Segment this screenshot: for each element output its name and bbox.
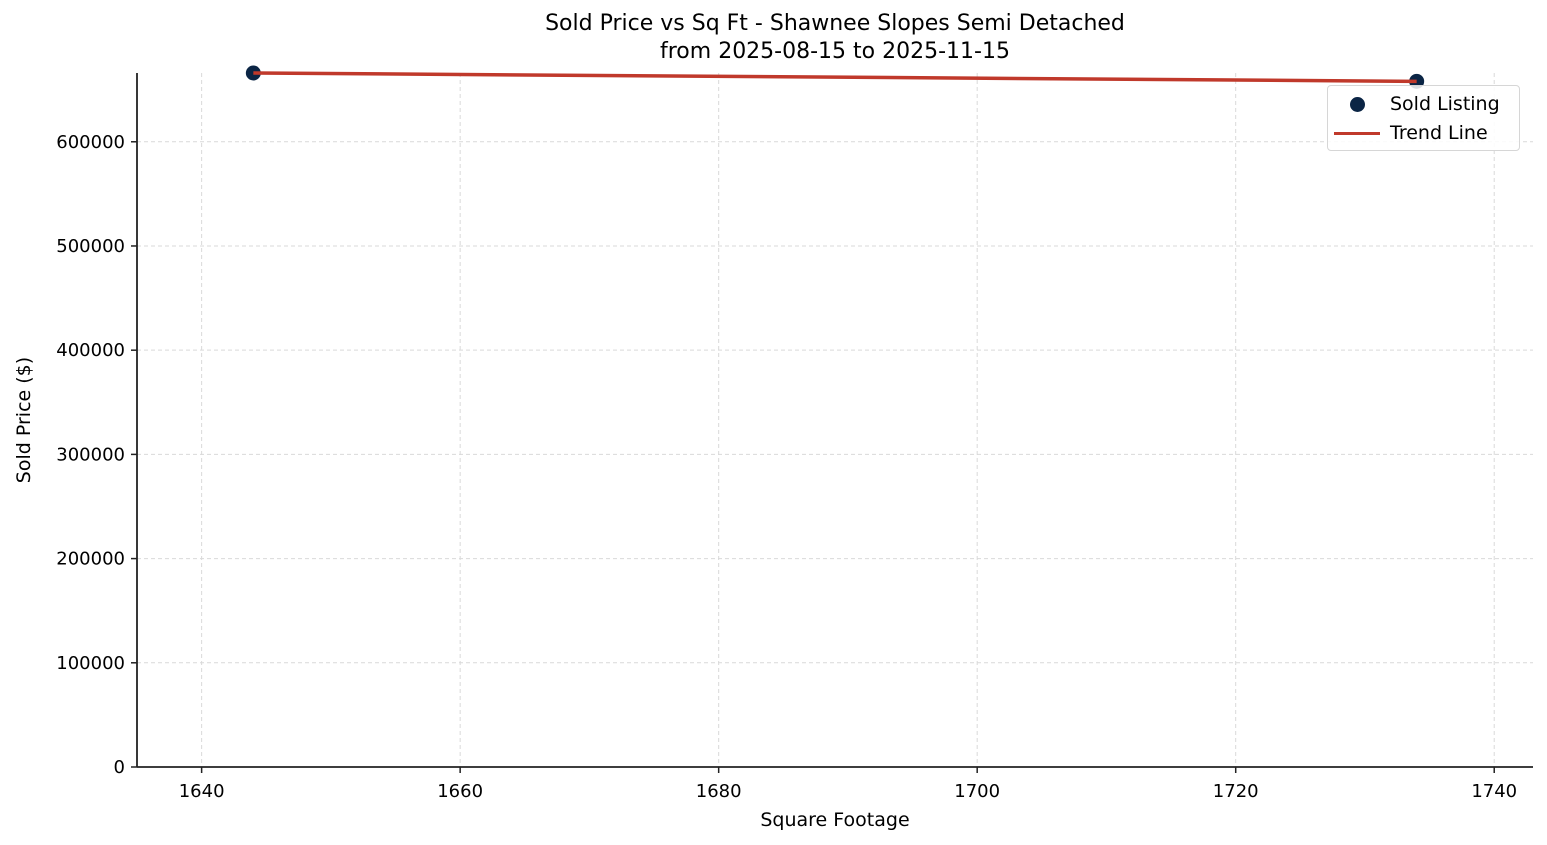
x-tick-label: 1680 — [696, 781, 742, 802]
y-tick-label: 200000 — [56, 549, 125, 570]
x-tick-label: 1700 — [954, 781, 1000, 802]
legend-label: Sold Listing — [1390, 93, 1500, 115]
y-tick-label: 500000 — [56, 236, 125, 257]
x-axis-label: Square Footage — [760, 809, 909, 831]
chart-title: Sold Price vs Sq Ft - Shawnee Slopes Sem… — [0, 10, 1547, 66]
legend-label: Trend Line — [1390, 122, 1488, 144]
trend-line — [253, 71, 1417, 84]
legend-item-sold-listing: Sold Listing — [1328, 89, 1519, 119]
chart-subtitle: from 2025-08-15 to 2025-11-15 — [660, 39, 1010, 64]
x-tick-label: 1740 — [1471, 781, 1517, 802]
y-tick-label: 0 — [114, 757, 125, 778]
x-tick-label: 1660 — [437, 781, 483, 802]
chart-title-main: Sold Price vs Sq Ft - Shawnee Slopes Sem… — [545, 11, 1125, 36]
x-tick-label: 1720 — [1213, 781, 1259, 802]
y-tick-label: 100000 — [56, 653, 125, 674]
y-tick-label: 400000 — [56, 340, 125, 361]
data-point — [245, 65, 261, 81]
y-tick-label: 600000 — [56, 132, 125, 153]
tick-labels: 1640 1660 1680 1700 1720 1740 0 100000 200000 300… — [56, 132, 1517, 802]
line-marker-icon — [1334, 132, 1380, 135]
circle-marker-icon — [1350, 97, 1365, 112]
y-tick-label: 300000 — [56, 444, 125, 465]
x-tick-label: 1640 — [179, 781, 225, 802]
grid-lines — [137, 73, 1533, 768]
legend-item-trend-line: Trend Line — [1328, 118, 1519, 148]
legend: Sold Listing Trend Line — [1327, 85, 1520, 151]
y-axis-label: Sold Price ($) — [13, 357, 35, 483]
data-series — [245, 65, 1425, 89]
axes — [131, 73, 1533, 773]
